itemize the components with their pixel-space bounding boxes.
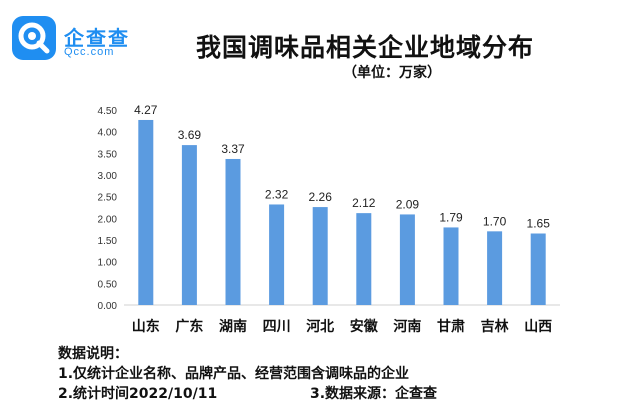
value-label: 3.69: [178, 128, 202, 142]
x-tick-label: 湖南: [219, 318, 247, 335]
value-label: 2.26: [309, 190, 333, 204]
y-tick-label: 3.00: [98, 171, 118, 182]
value-label: 1.70: [483, 214, 507, 228]
y-tick-label: 3.50: [98, 149, 118, 160]
y-tick-label: 2.00: [98, 214, 118, 225]
y-tick-label: 0.00: [98, 301, 118, 312]
y-tick-label: 2.50: [98, 193, 118, 204]
x-tick-label: 山东: [132, 318, 160, 335]
value-label: 1.79: [439, 210, 463, 224]
value-label: 1.65: [527, 217, 551, 231]
x-tick-label: 安徽: [350, 318, 379, 335]
x-tick-label: 甘肃: [437, 318, 465, 335]
bar-河北: [313, 207, 328, 305]
y-tick-label: 1.00: [98, 258, 118, 269]
y-tick-label: 4.00: [98, 128, 118, 139]
bar-湖南: [226, 159, 241, 305]
x-tick-label: 广东: [175, 318, 203, 335]
bar-四川: [269, 204, 284, 305]
bar-吉林: [487, 231, 502, 305]
x-tick-label: 吉林: [481, 318, 509, 335]
y-tick-label: 1.50: [98, 236, 118, 247]
x-tick-label: 河南: [393, 318, 421, 335]
x-tick-label: 山西: [524, 319, 552, 335]
y-tick-label: 4.50: [98, 106, 118, 117]
value-label: 4.27: [134, 103, 158, 117]
data-notes: 数据说明： 1.仅统计企业名称、品牌产品、经营范围含调味品的企业 2.统计时间2…: [58, 344, 409, 404]
bar-山东: [138, 120, 153, 305]
x-tick-label: 四川: [263, 319, 291, 335]
bar-甘肃: [444, 227, 459, 305]
bar-广东: [182, 145, 197, 305]
bar-山西: [531, 234, 546, 306]
value-label: 2.12: [352, 196, 376, 210]
x-tick-label: 河北: [306, 318, 334, 335]
value-label: 2.09: [396, 197, 420, 211]
bar-河南: [400, 214, 415, 305]
y-tick-label: 0.50: [98, 279, 118, 290]
value-label: 2.32: [265, 187, 289, 201]
note-line-1: 1.仅统计企业名称、品牌产品、经营范围含调味品的企业: [58, 364, 409, 384]
notes-heading: 数据说明：: [58, 344, 409, 364]
bar-安徽: [356, 213, 371, 305]
value-label: 3.37: [221, 142, 245, 156]
note-line-3: 3.数据来源：企查查: [310, 384, 437, 404]
